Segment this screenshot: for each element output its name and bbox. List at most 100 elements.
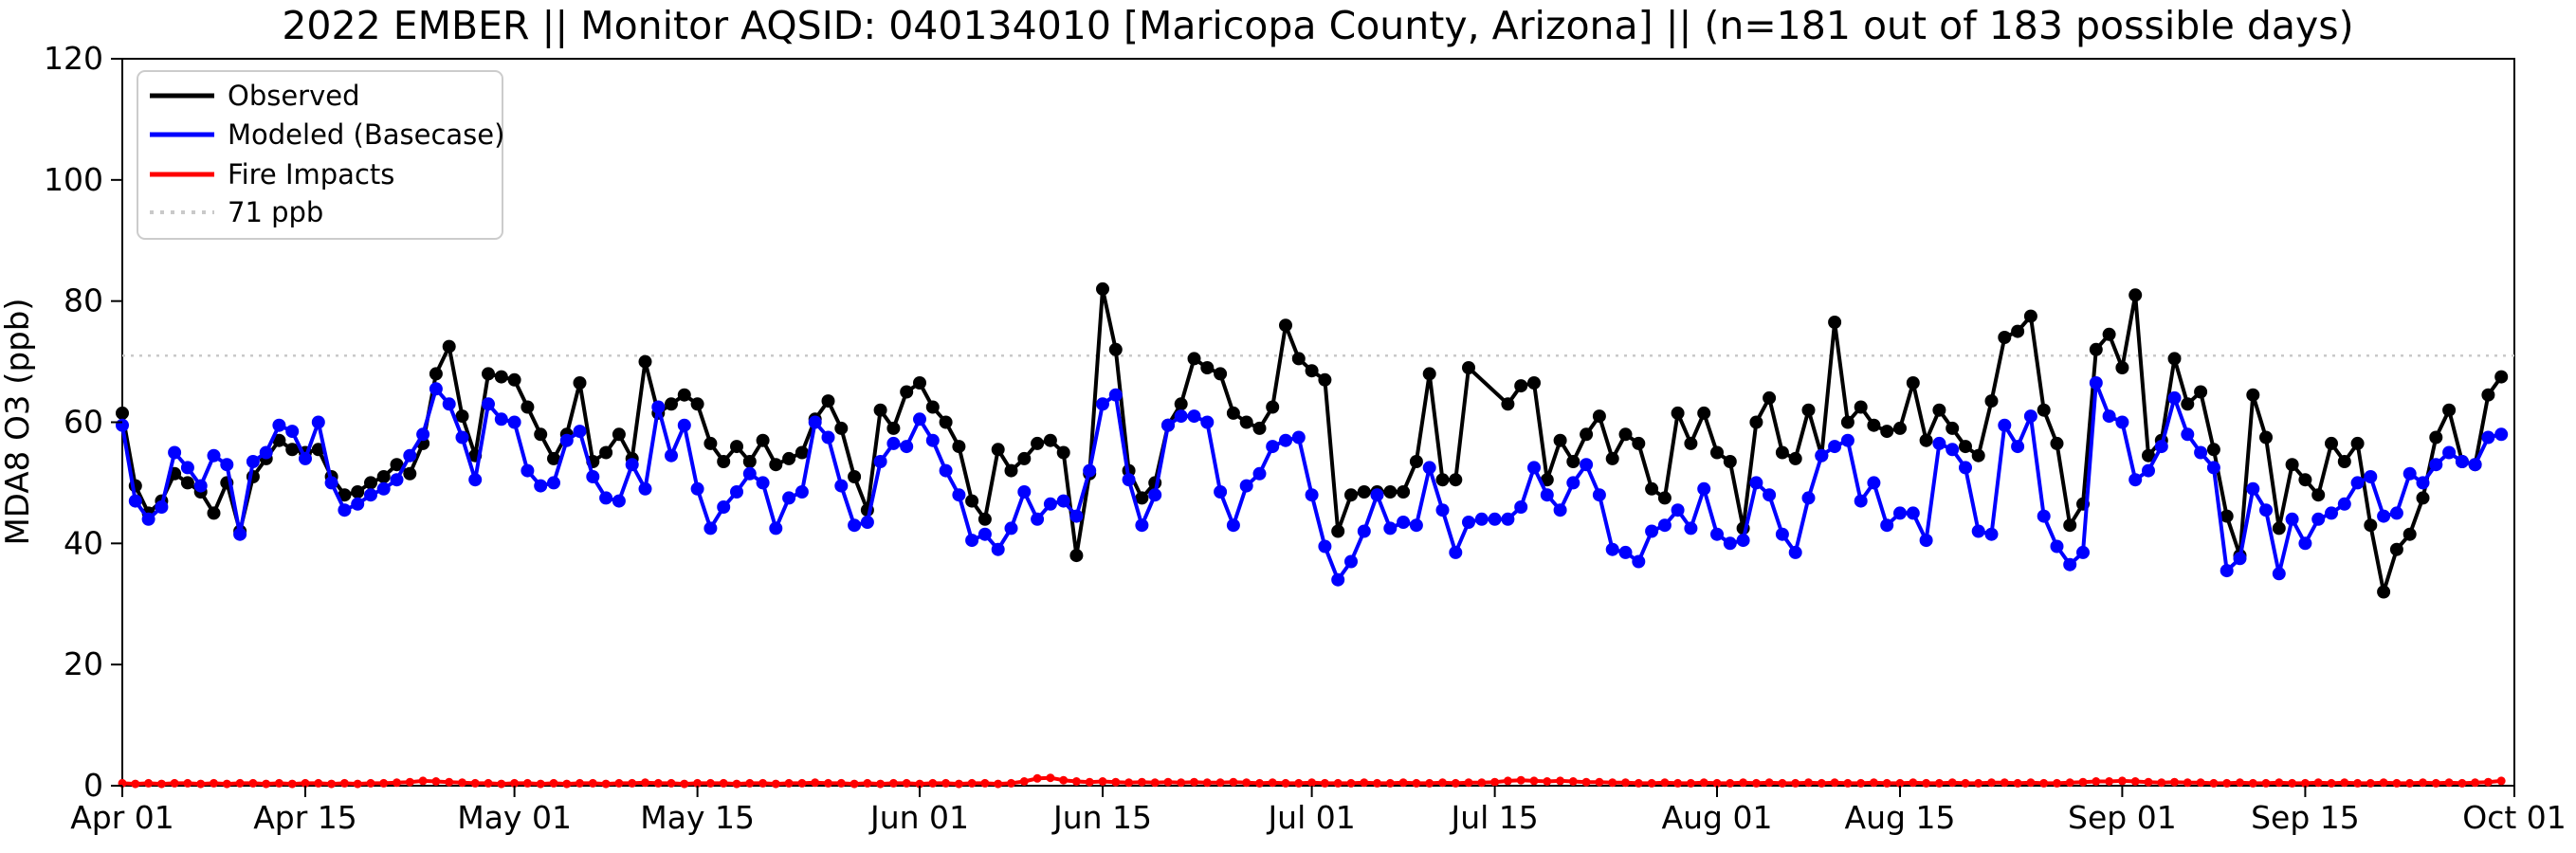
data-point [2259,503,2273,517]
data-point [795,445,809,460]
data-point [599,445,613,460]
data-point [1422,461,1436,475]
data-point [888,778,898,788]
data-point [1906,376,1920,390]
data-point [1817,778,1826,788]
data-point [1984,527,1999,541]
data-point [1425,778,1434,788]
data-point [651,400,666,414]
legend-item-modeled: Modeled (Basecase) [150,118,504,151]
data-point [2246,481,2260,496]
data-point [1998,418,2012,432]
data-point [1331,524,1345,538]
data-point [1828,316,1842,329]
data-point [246,455,260,468]
data-point [769,458,783,472]
data-point [1096,281,1109,296]
data-point [418,776,428,786]
data-point [784,778,794,788]
data-point [233,527,247,541]
data-point [1947,778,1957,788]
data-point [1046,773,1055,783]
data-point [2402,466,2417,481]
data-point [521,400,535,414]
y-tick-label: 0 [83,767,103,804]
data-point [2325,506,2338,520]
data-point [1017,451,1032,465]
data-point [442,339,456,354]
data-point [1268,778,1277,788]
data-point [1279,318,1292,333]
data-point [2102,327,2116,341]
data-point [285,443,300,457]
data-point [2170,777,2179,787]
data-point [207,506,221,520]
data-point [2050,436,2064,450]
data-point [482,397,495,411]
data-point [1867,476,1881,490]
data-point [262,779,271,789]
data-point [1882,778,1891,788]
data-point [771,779,780,789]
data-point [665,448,678,463]
data-point [876,779,886,789]
data-point [507,372,521,387]
data-point [1932,403,1946,417]
legend-item-fire-impacts: Fire Impacts [150,158,394,191]
y-tick-label: 40 [64,524,103,561]
data-point [2313,778,2323,788]
data-point [1252,421,1267,435]
data-point [2117,776,2127,786]
data-point [2089,376,2103,390]
data-point [522,778,532,788]
data-point [1360,778,1369,788]
data-point [811,778,820,788]
data-point [364,488,377,502]
data-point [272,418,286,432]
data-point [170,778,179,788]
data-point [2037,509,2051,523]
data-point [690,481,704,496]
data-point [1370,488,1384,502]
data-point [1409,455,1423,468]
data-point [848,518,862,533]
data-point [1553,433,1567,447]
data-point [1031,436,1045,450]
data-point [1291,352,1306,366]
data-point [2325,436,2338,450]
data-point [1174,397,1188,411]
data-point [732,779,741,789]
data-point [2483,777,2493,787]
data-point [2494,370,2509,384]
x-tick-label: Sep 15 [2251,799,2360,836]
data-point [155,500,169,514]
x-tick-label: Jul 01 [1266,799,1355,836]
data-point [797,778,807,788]
data-point [1605,542,1619,556]
data-point [272,433,286,447]
data-point [1320,778,1329,788]
data-point [1108,388,1123,402]
data-point [366,778,375,788]
data-point [586,470,600,483]
data-point [1098,777,1107,786]
data-point [1778,778,1787,788]
data-point [1514,379,1528,393]
data-point [742,455,757,468]
data-point [2337,455,2351,468]
data-point [994,779,1003,789]
data-point [1435,473,1450,487]
data-point [1346,778,1356,788]
data-point [2416,491,2430,505]
data-point [1214,485,1228,499]
data-point [1568,777,1578,786]
data-point [2494,427,2509,442]
data-point [1723,536,1737,551]
data-point [1671,406,1685,420]
data-point [612,427,626,442]
data-point [1867,418,1881,432]
data-point [2444,778,2454,788]
data-point [1017,485,1032,499]
data-point [1645,524,1659,538]
data-point [494,370,508,384]
